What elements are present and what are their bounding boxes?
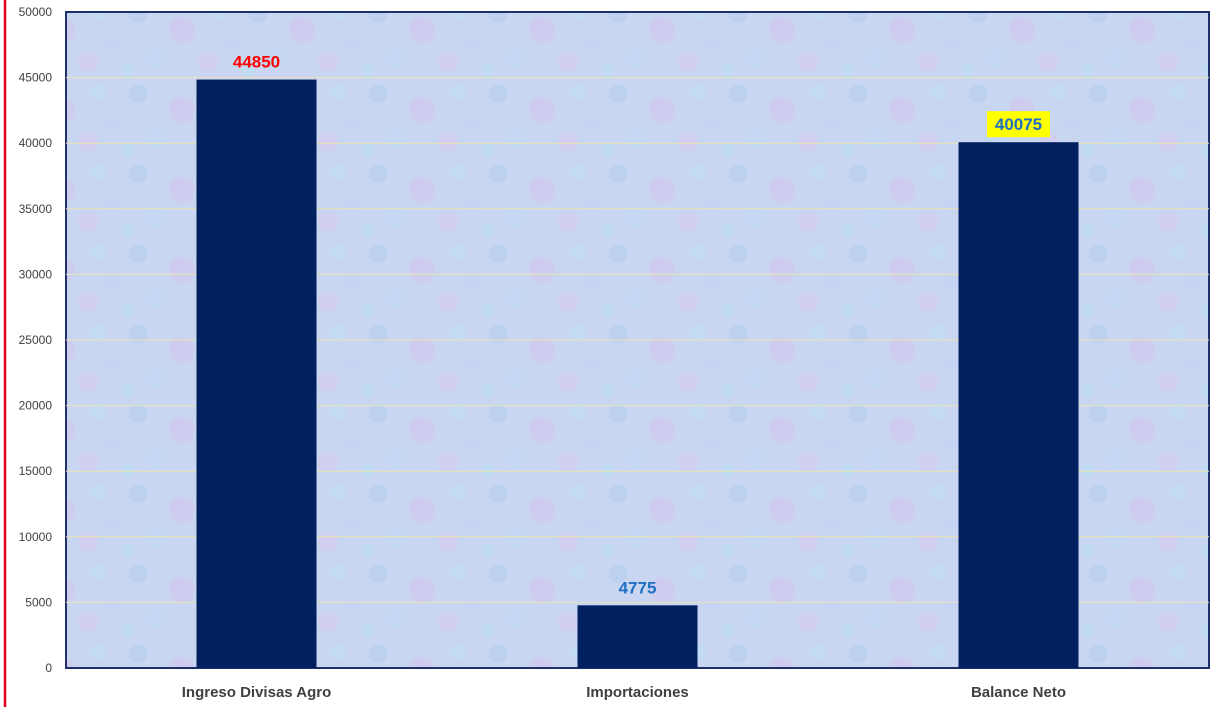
x-tick-label: Ingreso Divisas Agro xyxy=(182,684,332,701)
data-label: 40075 xyxy=(995,115,1042,134)
data-label-highlight xyxy=(987,111,1050,138)
y-tick-label: 50000 xyxy=(19,5,53,19)
y-tick-label: 35000 xyxy=(19,202,53,216)
y-tick-label: 20000 xyxy=(19,399,53,413)
bars xyxy=(196,79,1079,669)
y-tick-label: 0 xyxy=(45,661,52,675)
x-tick-label: Importaciones xyxy=(586,684,689,701)
y-tick-label: 15000 xyxy=(19,464,53,478)
data-label: 4775 xyxy=(619,578,657,597)
bar xyxy=(577,605,698,668)
y-tick-label: 40000 xyxy=(19,136,53,150)
y-tick-label: 30000 xyxy=(19,267,53,281)
y-axis: 0 5000 10000 15000 20000 25000 30000 35000 40000… xyxy=(19,5,53,675)
bar xyxy=(958,142,1079,668)
bar xyxy=(196,79,317,669)
data-label: 44850 xyxy=(233,53,280,72)
x-axis-category-labels: Ingreso Divisas Agro Importaciones Balance… xyxy=(182,684,1066,701)
y-tick-label: 45000 xyxy=(19,71,53,85)
y-tick-label: 25000 xyxy=(19,333,53,347)
y-tick-label: 5000 xyxy=(25,595,52,609)
x-tick-label: Balance Neto xyxy=(971,684,1066,701)
y-tick-label: 10000 xyxy=(19,530,53,544)
data-labels: 44850 4775 40075 xyxy=(233,53,1050,597)
